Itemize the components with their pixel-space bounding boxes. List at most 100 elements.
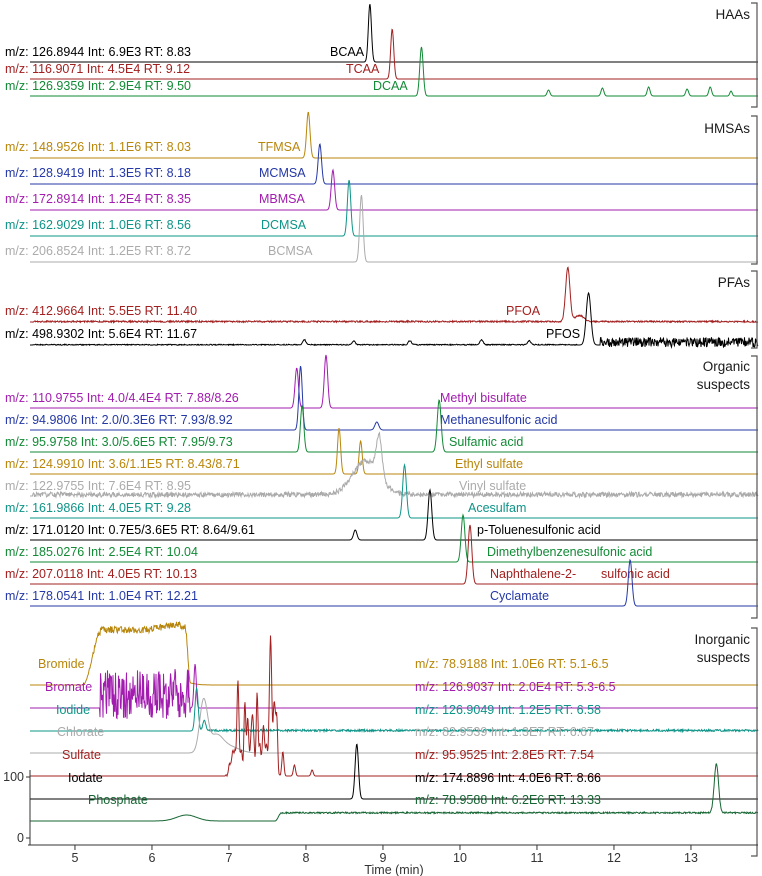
trace-acesulfam bbox=[30, 463, 758, 519]
section-label-haas: HAAs bbox=[715, 7, 750, 22]
bromate-label-1: Bromate bbox=[45, 680, 92, 694]
phosphate-label-2: m/z: 78.9588 Int: 6.2E6 RT: 13.33 bbox=[415, 793, 601, 807]
iodide-label-2: m/z: 126.9049 Int: 1.2E5 RT: 6.58 bbox=[415, 703, 601, 717]
dimethylbenzenesulfonic-acid-label-1: m/z: 185.0276 Int: 2.5E4 RT: 10.04 bbox=[5, 545, 198, 559]
sulfamic-acid-label-1: m/z: 95.9758 Int: 3.0/5.6E5 RT: 7.95/9.7… bbox=[5, 435, 233, 449]
pfoa-label-2: PFOA bbox=[506, 304, 541, 318]
y-tick-label: 0 bbox=[17, 831, 24, 845]
naphthalene-2-sulfonic-acid-label-1: m/z: 207.0118 Int: 4.0E5 RT: 10.13 bbox=[5, 567, 197, 581]
naphthalene-2-sulfonic-acid-label-2: Naphthalene-2- bbox=[490, 567, 576, 581]
acesulfam-label-2: Acesulfam bbox=[468, 501, 526, 515]
sulfate-label-1: Sulfate bbox=[62, 748, 101, 762]
trace-tfmsa bbox=[30, 111, 758, 159]
tcaa-label-1: m/z: 116.9071 Int: 4.5E4 RT: 9.12 bbox=[5, 62, 190, 76]
trace-cyclamate bbox=[30, 558, 758, 607]
mbmsa-label-2: MBMSA bbox=[259, 192, 306, 206]
trace-naphthalene-2-sulfonic-acid bbox=[30, 524, 758, 585]
cyclamate-label-2: Cyclamate bbox=[490, 589, 549, 603]
bcmsa-label-1: m/z: 206.8524 Int: 1.2E5 RT: 8.72 bbox=[5, 244, 191, 258]
x-tick-label: 13 bbox=[684, 851, 698, 865]
section-bracket-haas bbox=[751, 2, 758, 108]
section-bracket-organic bbox=[751, 355, 758, 619]
bromide-label-1: Bromide bbox=[38, 657, 85, 671]
p-toluenesulfonic-acid-label-1: m/z: 171.0120 Int: 0.7E5/3.6E5 RT: 8.64/… bbox=[5, 523, 255, 537]
methanesulfonic-acid-label-2: Methanesulfonic acid bbox=[440, 413, 557, 427]
pfos-label-2: PFOS bbox=[546, 327, 580, 341]
trace-bromate bbox=[30, 664, 758, 720]
pfos-label-1: m/z: 498.9302 Int: 5.6E4 RT: 11.67 bbox=[5, 327, 197, 341]
section-label-inorganic: Inorganic bbox=[694, 632, 750, 647]
acesulfam-label-1: m/z: 161.9866 Int: 4.0E5 RT: 9.28 bbox=[5, 501, 191, 515]
bcmsa-label-2: BCMSA bbox=[268, 244, 313, 258]
trace-chlorate bbox=[30, 697, 758, 754]
trace-vinyl-sulfate bbox=[30, 431, 759, 500]
vinyl-sulfate-label-2: Vinyl sulfate bbox=[459, 479, 526, 493]
bcaa-label-1: m/z: 126.8944 Int: 6.9E3 RT: 8.83 bbox=[5, 45, 191, 59]
p-toluenesulfonic-acid-label-2: p-Toluenesulfonic acid bbox=[477, 523, 601, 537]
methanesulfonic-acid-label-1: m/z: 94.9806 Int: 2.0/0.3E6 RT: 7.93/8.9… bbox=[5, 413, 233, 427]
trace-sulfamic-acid bbox=[30, 399, 758, 453]
trace-sulfate bbox=[30, 635, 758, 778]
cyclamate-label-1: m/z: 178.0541 Int: 1.0E4 RT: 12.21 bbox=[5, 589, 198, 603]
trace-ethyl-sulfate bbox=[30, 427, 758, 475]
chlorate-label-1: Chlorate bbox=[57, 725, 104, 739]
tfmsa-label-1: m/z: 148.9526 Int: 1.1E6 RT: 8.03 bbox=[5, 140, 191, 154]
x-tick-label: 6 bbox=[148, 851, 155, 865]
mcmsa-label-1: m/z: 128.9419 Int: 1.3E5 RT: 8.18 bbox=[5, 166, 191, 180]
naphthalene-2-sulfonic-acid-label-3: sulfonic acid bbox=[601, 567, 670, 581]
tcaa-label-2: TCAA bbox=[346, 62, 380, 76]
section-label-hmsas: HMSAs bbox=[704, 121, 750, 136]
iodate-label-2: m/z: 174.8896 Int: 4.0E6 RT: 8.66 bbox=[415, 771, 601, 785]
dcmsa-label-2: DCMSA bbox=[261, 218, 307, 232]
chlorate-label-2: m/z: 82.9539 Int: 1.3E7 RT: 6.67 bbox=[415, 725, 594, 739]
x-tick-label: 9 bbox=[379, 851, 386, 865]
pfoa-label-1: m/z: 412.9664 Int: 5.5E5 RT: 11.40 bbox=[5, 304, 197, 318]
dimethylbenzenesulfonic-acid-label-2: Dimethylbenzenesulfonic acid bbox=[487, 545, 652, 559]
trace-mcmsa bbox=[30, 143, 758, 185]
mcmsa-label-2: MCMSA bbox=[259, 166, 306, 180]
x-tick-label: 5 bbox=[71, 851, 78, 865]
iodide-label-1: Iodide bbox=[56, 703, 90, 717]
trace-dimethylbenzenesulfonic-acid bbox=[30, 513, 758, 563]
x-tick-label: 12 bbox=[607, 851, 621, 865]
trace-bromide bbox=[30, 620, 758, 686]
trace-iodide bbox=[30, 686, 759, 734]
section-bracket-inorganic bbox=[751, 627, 758, 857]
section-label-organic: Organic bbox=[703, 359, 751, 374]
section-label-pfas: PFAs bbox=[718, 275, 751, 290]
x-tick-label: 7 bbox=[225, 851, 232, 865]
x-tick-label: 10 bbox=[453, 851, 467, 865]
vinyl-sulfate-label-1: m/z: 122.9755 Int: 7.6E4 RT: 8.95 bbox=[5, 479, 191, 493]
bromate-label-2: m/z: 126.9037 Int: 2.0E4 RT: 5.3-6.5 bbox=[415, 680, 616, 694]
dcmsa-label-1: m/z: 162.9029 Int: 1.0E6 RT: 8.56 bbox=[5, 218, 191, 232]
section-bracket-hmsas bbox=[751, 115, 758, 265]
bromide-label-2: m/z: 78.9188 Int: 1.0E6 RT: 5.1-6.5 bbox=[415, 657, 609, 671]
trace-methyl-bisulfate bbox=[30, 354, 758, 409]
x-tick-label: 11 bbox=[530, 851, 543, 865]
sulfate-label-2: m/z: 95.9525 Int: 2.8E5 RT: 7.54 bbox=[415, 748, 594, 762]
phosphate-label-1: Phosphate bbox=[88, 793, 148, 807]
tfmsa-label-2: TFMSA bbox=[258, 140, 301, 154]
x-axis-title: Time (min) bbox=[364, 863, 423, 876]
iodate-label-1: Iodate bbox=[68, 771, 103, 785]
trace-iodate bbox=[30, 743, 758, 800]
trace-methanesulfonic-acid bbox=[30, 365, 758, 431]
ethyl-sulfate-label-2: Ethyl sulfate bbox=[455, 457, 523, 471]
trace-phosphate bbox=[30, 763, 759, 822]
trace-p-toluenesulfonic-acid bbox=[30, 488, 758, 541]
mbmsa-label-1: m/z: 172.8914 Int: 1.2E4 RT: 8.35 bbox=[5, 192, 191, 206]
section-label-organic: suspects bbox=[697, 377, 751, 392]
trace-dcmsa bbox=[30, 179, 758, 237]
sulfamic-acid-label-2: Sulfamic acid bbox=[449, 435, 523, 449]
dcaa-label-2: DCAA bbox=[373, 79, 408, 93]
trace-dcaa bbox=[30, 46, 758, 97]
trace-tcaa bbox=[30, 28, 758, 80]
trace-mbmsa bbox=[30, 168, 758, 211]
methyl-bisulfate-label-2: Methyl bisulfate bbox=[440, 391, 527, 405]
x-tick-label: 8 bbox=[302, 851, 309, 865]
methyl-bisulfate-label-1: m/z: 110.9755 Int: 4.0/4.4E4 RT: 7.88/8.… bbox=[5, 391, 239, 405]
y-tick-label: 100 bbox=[3, 770, 24, 784]
ethyl-sulfate-label-1: m/z: 124.9910 Int: 3.6/1.1E5 RT: 8.43/8.… bbox=[5, 457, 240, 471]
